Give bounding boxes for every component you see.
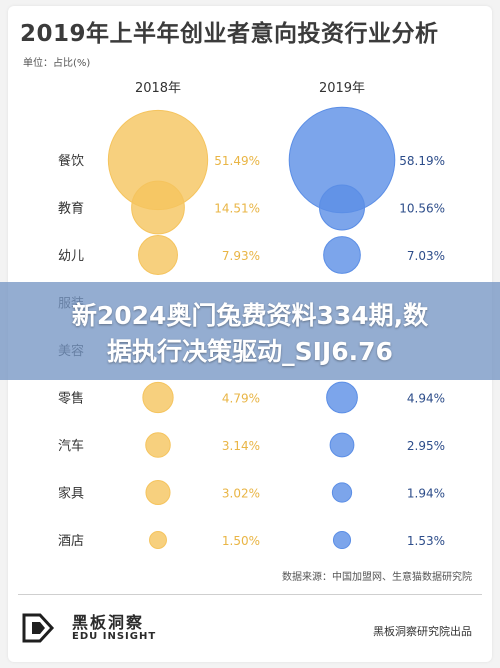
- value-label-2019-7: 1.94%: [407, 487, 445, 501]
- chart-title: 2019年上半年创业者意向投资行业分析: [20, 21, 439, 47]
- value-label-2018-7: 3.02%: [222, 487, 260, 501]
- banner-line-1: 新2024奥门兔费资料334期,数: [71, 301, 429, 330]
- value-label-2019-0: 58.19%: [399, 154, 445, 168]
- value-label-2018-5: 4.79%: [222, 392, 260, 406]
- column-header-1: 2019年: [319, 81, 365, 96]
- category-label-5: 零售: [58, 391, 84, 407]
- category-label-0: 餐饮: [58, 153, 84, 169]
- value-label-2018-6: 3.14%: [222, 439, 260, 453]
- bubble-2018-1: [131, 180, 185, 235]
- data-source: 数据来源：中国加盟网、生意猫数据研究院: [282, 572, 472, 583]
- value-label-2018-8: 1.50%: [222, 534, 260, 548]
- bubble-2018-8: [149, 531, 167, 549]
- footer-divider: [18, 594, 482, 595]
- value-label-2019-8: 1.53%: [407, 534, 445, 548]
- bubble-2018-6: [145, 432, 171, 458]
- banner-text: 新2024奥门兔费资料334期,数 据执行决策驱动_SIJ6.76: [0, 298, 500, 370]
- value-label-2019-5: 4.94%: [407, 392, 445, 406]
- publisher-credit: 黑板洞察研究院出品: [373, 625, 472, 638]
- bubble-2019-8: [332, 530, 352, 550]
- bubble-2018-5: [142, 381, 174, 414]
- bubble-2019-2: [323, 236, 361, 274]
- category-label-6: 汽车: [58, 438, 84, 454]
- logo-subtext: EDU INSIGHT: [72, 631, 157, 642]
- category-label-7: 家具: [58, 486, 84, 502]
- logo-text: 黑板洞察: [72, 613, 145, 632]
- bubble-2018-7: [145, 479, 171, 506]
- value-label-2019-2: 7.03%: [407, 249, 445, 263]
- value-label-2019-1: 10.56%: [399, 202, 445, 216]
- banner-line-2: 据执行决策驱动_SIJ6.76: [107, 337, 393, 366]
- value-label-2018-0: 51.49%: [214, 154, 260, 168]
- bubble-2019-6: [329, 432, 355, 458]
- bubble-2019-5: [326, 381, 358, 414]
- bubble-2019-1: [319, 184, 365, 231]
- bubble-2019-7: [331, 482, 353, 503]
- unit-label: 单位：占比(%): [23, 58, 91, 69]
- category-label-8: 酒店: [58, 534, 84, 549]
- column-header-0: 2018年: [135, 81, 181, 96]
- overlay-banner: [0, 282, 500, 380]
- value-label-2019-6: 2.95%: [407, 439, 445, 453]
- value-label-2018-1: 14.51%: [214, 202, 260, 216]
- value-label-2018-2: 7.93%: [222, 249, 260, 263]
- logo-icon: [22, 613, 55, 643]
- category-label-2: 幼儿: [58, 249, 84, 264]
- bubble-2018-2: [138, 235, 178, 275]
- category-label-1: 教育: [58, 201, 84, 217]
